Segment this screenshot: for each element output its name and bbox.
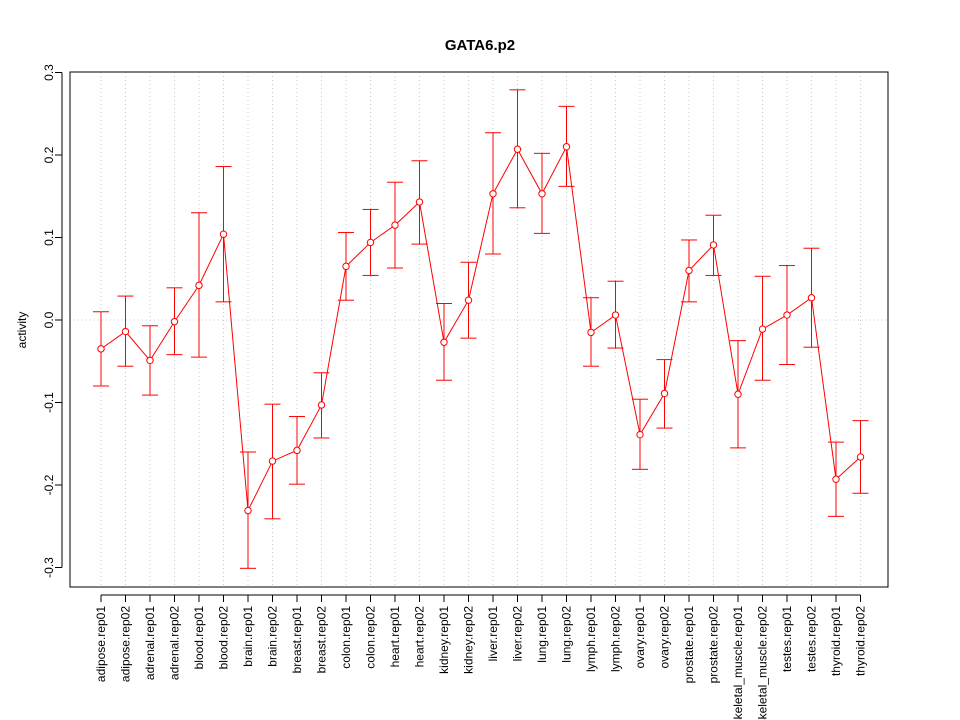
data-point [611, 311, 620, 319]
x-tick-label: adipose.rep02 [119, 606, 133, 682]
x-tick-label: ovary.rep01 [633, 606, 647, 669]
x-tick-label: kidney.rep01 [437, 606, 451, 674]
data-point [562, 143, 571, 151]
data-point [464, 296, 473, 304]
x-tick-label: lung.rep01 [535, 606, 549, 663]
grid [70, 72, 888, 587]
data-point [758, 325, 767, 333]
data-point [342, 262, 350, 271]
data-point [513, 145, 522, 153]
data-point [660, 389, 669, 398]
data-point [195, 281, 203, 290]
x-tick-label: adipose.rep01 [94, 606, 108, 682]
x-tick-label: adrenal.rep01 [143, 606, 157, 680]
x-tick-label: ovary.rep02 [658, 606, 672, 669]
plot-frame [69, 71, 889, 588]
x-tick-label: colon.rep02 [364, 606, 378, 669]
x-tick-label: brain.rep02 [266, 606, 280, 667]
data-point [268, 457, 277, 465]
data-point [538, 190, 546, 198]
data-point [170, 317, 179, 326]
x-tick-label: thyroid.rep02 [854, 606, 868, 676]
x-tick-label: blood.rep01 [192, 606, 206, 670]
chart-title: GATA6.p2 [445, 37, 515, 54]
series-line [100, 145, 861, 513]
y-axis-label: activity [15, 312, 29, 349]
data-point [734, 390, 742, 398]
x-tick-label: prostate.rep02 [707, 606, 721, 684]
x-tick-label: skeletal_muscle.rep01 [731, 606, 745, 720]
data-point [293, 446, 301, 455]
data-point [415, 198, 424, 206]
y-tick-label: 0.3 [42, 64, 56, 81]
x-tick-label: lymph.rep01 [584, 606, 598, 672]
data-point [807, 294, 816, 302]
data-point [317, 401, 326, 409]
y-tick-label: -0.2 [42, 474, 56, 495]
data-point [832, 475, 840, 483]
data-point [97, 345, 105, 353]
x-tick-label: testes.rep02 [805, 606, 819, 672]
data-point [366, 238, 375, 247]
data-point [440, 338, 448, 346]
x-tick-label: brain.rep01 [241, 606, 255, 667]
data-point [685, 266, 693, 275]
data-point [489, 190, 497, 198]
data-point [709, 241, 718, 249]
x-tick-label: thyroid.rep01 [829, 606, 843, 676]
x-tick-label: breast.rep01 [290, 606, 304, 674]
x-tick-label: colon.rep01 [339, 606, 353, 669]
data-point [587, 328, 595, 337]
x-tick-label: testes.rep01 [780, 606, 794, 672]
y-tick-label: 0.2 [42, 146, 56, 163]
x-tick-label: heart.rep02 [413, 606, 427, 668]
x-tick-label: adrenal.rep02 [168, 606, 182, 680]
x-tick-label: skeletal_muscle.rep02 [756, 606, 770, 720]
x-tick-label: breast.rep02 [315, 606, 329, 674]
x-tick-label: liver.rep01 [486, 606, 500, 662]
y-tick-label: -0.1 [42, 392, 56, 413]
x-tick-label: lung.rep02 [560, 606, 574, 663]
axes: -0.3 -0.2 -0.1 0.0 0.1 0.2 0.3 adipose.rep01 adi… [42, 64, 868, 720]
data-point [391, 221, 399, 229]
x-tick-label: lymph.rep02 [609, 606, 623, 672]
data-point [146, 356, 154, 365]
data-point [244, 506, 252, 515]
data-point [636, 430, 644, 439]
data-series [93, 89, 869, 569]
x-tick-label: heart.rep01 [388, 606, 402, 668]
x-tick-label: prostate.rep01 [682, 606, 696, 684]
x-tick-label: kidney.rep02 [462, 606, 476, 674]
x-tick-label: blood.rep02 [217, 606, 231, 670]
data-point [856, 453, 865, 461]
y-tick-label: 0.0 [42, 311, 56, 328]
data-point [121, 327, 130, 336]
y-tick-label: 0.1 [42, 229, 56, 246]
y-tick-label: -0.3 [42, 557, 56, 578]
data-point [219, 230, 228, 238]
data-point [783, 311, 791, 319]
x-tick-label: liver.rep02 [511, 606, 525, 662]
